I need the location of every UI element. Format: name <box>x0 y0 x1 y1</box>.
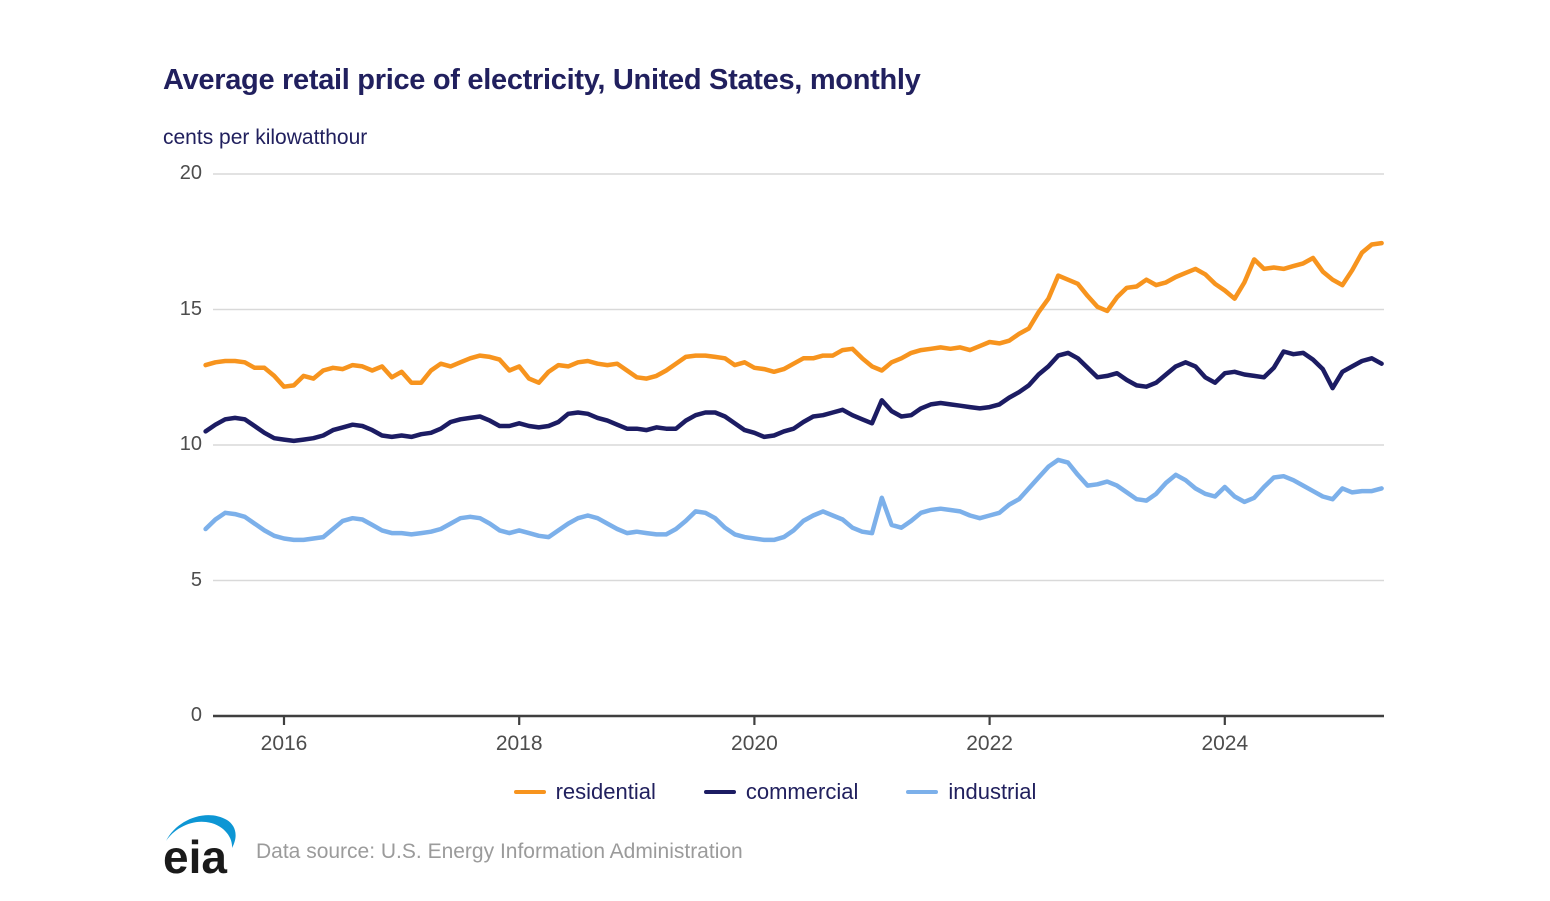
x-axis-label-2024: 2024 <box>1201 732 1249 755</box>
y-axis-label-20: 20 <box>179 162 202 184</box>
commercial-line-swatch <box>703 790 736 794</box>
chart-y-axis-units: cents per kilowatthour <box>163 126 368 149</box>
legend-label-residential: residential <box>555 779 656 804</box>
industrial-line <box>203 457 1384 543</box>
chart-legend: residential commercial industrial <box>0 779 1550 805</box>
industrial-line-swatch <box>906 790 939 794</box>
eia-logo-text: eia <box>163 831 227 878</box>
y-axis-label-15: 15 <box>179 297 202 320</box>
legend-item-commercial: commercial <box>703 779 859 805</box>
x-axis-label-2022: 2022 <box>966 732 1013 755</box>
x-axis-label-2020: 2020 <box>731 732 778 755</box>
y-axis-label-0: 0 <box>190 704 202 726</box>
y-axis-label-10: 10 <box>179 433 202 455</box>
legend-item-industrial: industrial <box>906 779 1036 805</box>
legend-item-residential: residential <box>513 779 656 805</box>
residential-line-swatch <box>513 790 546 794</box>
x-axis-label-2018: 2018 <box>495 732 543 755</box>
legend-label-industrial: industrial <box>948 779 1037 804</box>
residential-line <box>203 240 1384 389</box>
data-source-note: Data source: U.S. Energy Information Adm… <box>256 840 743 863</box>
chart-title: Average retail price of electricity, Uni… <box>163 64 921 96</box>
y-axis-label-5: 5 <box>190 568 202 591</box>
eia-logo-swoosh-icon <box>166 815 236 848</box>
commercial-line <box>203 349 1384 444</box>
legend-label-commercial: commercial <box>745 779 859 804</box>
x-axis-label-2016: 2016 <box>260 732 308 755</box>
eia-logo: eia <box>163 815 236 878</box>
